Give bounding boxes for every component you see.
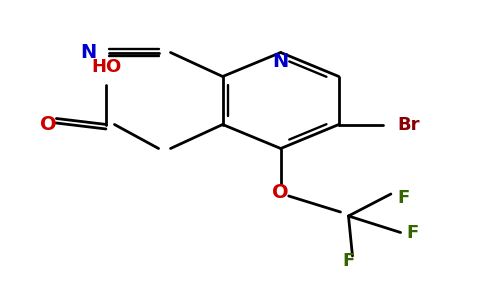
Text: HO: HO xyxy=(91,58,121,76)
Text: Br: Br xyxy=(397,116,419,134)
Text: N: N xyxy=(272,52,289,71)
Text: O: O xyxy=(40,115,57,134)
Text: F: F xyxy=(397,189,409,207)
Text: N: N xyxy=(80,43,97,62)
Text: O: O xyxy=(272,182,289,202)
Text: F: F xyxy=(342,252,355,270)
Text: F: F xyxy=(407,224,419,242)
